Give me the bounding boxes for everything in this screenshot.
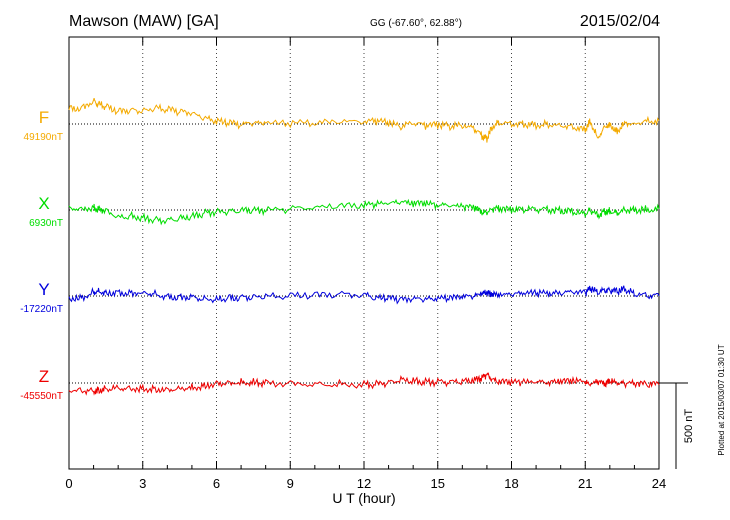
series-z-name: Z (39, 367, 49, 386)
x-tick-label: 6 (213, 476, 220, 491)
x-tick-label: 9 (287, 476, 294, 491)
x-axis-label: U T (hour) (332, 490, 395, 506)
scale-bar-label: 500 nT (683, 409, 695, 444)
x-tick-label: 0 (65, 476, 72, 491)
scale-bar: 500 nT (659, 382, 695, 469)
plotted-note: Plotted at 2015/03/07 01:30 UT (717, 344, 726, 455)
series-x-line (68, 198, 660, 226)
series-x-baseline-label: 6930nT (29, 218, 63, 229)
coords-label: GG (-67.60°, 62.88°) (370, 18, 462, 29)
series-x-name: X (38, 194, 49, 213)
x-tick-label: 15 (431, 476, 445, 491)
x-tick-label: 12 (357, 476, 371, 491)
series-z-line (68, 372, 660, 396)
series-y-baseline-label: -17220nT (20, 304, 63, 315)
x-ticks: 0 3 6 9 12 15 18 21 24 (65, 37, 666, 491)
series-f-name: F (39, 108, 49, 127)
series-y-name: Y (38, 280, 49, 299)
station-title: Mawson (MAW) [GA] (69, 13, 219, 30)
grid-lines (142, 37, 586, 469)
series-labels: F 49190nT X 6930nT Y -17220nT Z -45550nT (20, 108, 63, 402)
series-f-baseline-label: 49190nT (24, 132, 63, 143)
x-tick-label: 18 (504, 476, 518, 491)
series-lines (68, 97, 660, 396)
series-f-line (68, 97, 660, 143)
x-tick-label: 21 (578, 476, 592, 491)
x-tick-label: 24 (652, 476, 666, 491)
plot-area: 0 3 6 9 12 15 18 21 24 F 49190nT X 6930nT Y -17220nT Z… (20, 36, 666, 491)
baselines (69, 123, 659, 384)
series-y-line (68, 285, 660, 305)
date-label: 2015/02/04 (580, 13, 660, 30)
series-z-baseline-label: -45550nT (20, 391, 63, 402)
x-tick-label: 3 (139, 476, 146, 491)
